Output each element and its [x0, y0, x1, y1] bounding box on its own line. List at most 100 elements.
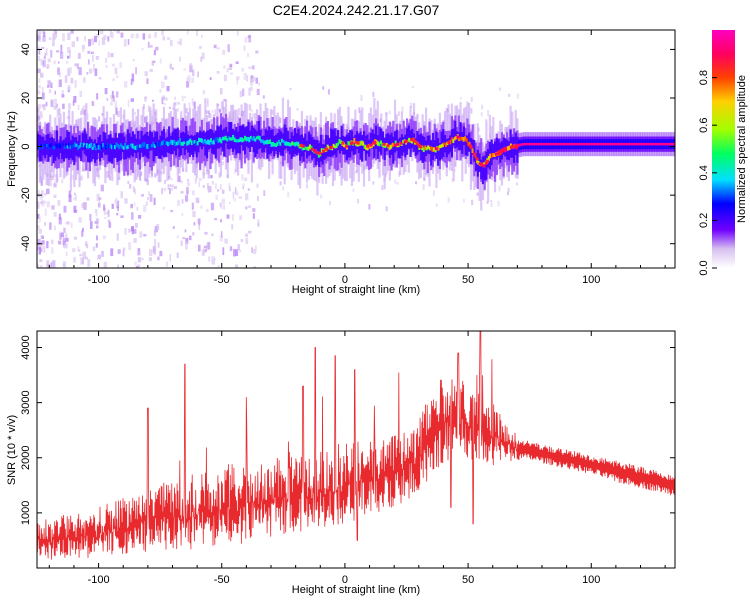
- noise-mark: [132, 229, 137, 234]
- ridge-band: [492, 143, 495, 160]
- ridge-band: [140, 130, 143, 153]
- ridge-band: [73, 137, 76, 166]
- ridge-core: [402, 140, 405, 144]
- noise-mark: [154, 238, 157, 247]
- ridge-core: [376, 141, 379, 146]
- noise-mark: [104, 88, 108, 95]
- noise-mark: [257, 222, 260, 227]
- noise-mark: [298, 198, 301, 202]
- noise-mark: [244, 37, 248, 43]
- ridge-core: [635, 142, 638, 146]
- ridge-core: [464, 136, 467, 141]
- noise-mark: [210, 175, 213, 179]
- noise-mark: [508, 93, 511, 97]
- ridge-band: [204, 132, 207, 156]
- ridge-core: [206, 139, 209, 145]
- ridge-core: [455, 135, 458, 140]
- ridge-core: [227, 136, 230, 141]
- noise-mark: [135, 67, 137, 75]
- ridge-core: [294, 142, 297, 147]
- noise-mark: [66, 221, 70, 225]
- noise-mark: [252, 113, 255, 119]
- noise-mark: [470, 96, 473, 102]
- noise-mark: [213, 44, 217, 49]
- noise-mark: [249, 78, 253, 86]
- noise-mark: [108, 221, 112, 228]
- ridge-core: [180, 142, 183, 146]
- ridge-core: [563, 142, 566, 146]
- ridge-core: [659, 142, 662, 146]
- noise-mark: [220, 203, 223, 209]
- ridge-core: [301, 145, 304, 151]
- noise-mark: [38, 216, 41, 223]
- ridge-core: [521, 143, 524, 146]
- ridge-core: [604, 142, 607, 146]
- colorbar-ticks: 0.0 0.2 0.4 0.6 0.8: [698, 70, 717, 276]
- noise-mark: [57, 67, 60, 75]
- ridge-band: [223, 128, 226, 157]
- noise-mark: [55, 103, 59, 108]
- ridge-peak: [301, 144, 305, 148]
- noise-mark: [87, 50, 91, 54]
- noise-mark: [247, 205, 252, 208]
- ridge-band: [181, 131, 185, 149]
- ridge-core: [561, 142, 564, 146]
- ridge-band: [407, 125, 410, 149]
- noise-mark: [120, 32, 124, 38]
- noise-mark: [176, 235, 179, 239]
- ridge-band: [228, 121, 231, 150]
- ridge-band: [216, 125, 219, 149]
- ridge-core: [622, 142, 625, 146]
- ridge-band: [81, 133, 85, 151]
- ridge-core: [158, 142, 161, 147]
- ridge-core: [588, 142, 591, 146]
- noise-mark: [186, 30, 189, 35]
- noise-mark: [246, 75, 248, 82]
- noise-mark: [67, 68, 71, 76]
- ridge-band: [337, 129, 340, 151]
- ridge-band: [381, 131, 385, 148]
- ridge-band: [502, 137, 505, 155]
- ridge-band: [493, 141, 497, 159]
- ridge-band: [430, 140, 433, 166]
- ridge-core: [119, 143, 122, 147]
- noise-mark: [174, 96, 177, 100]
- ridge-core: [229, 137, 232, 141]
- ridge-core: [172, 139, 175, 144]
- ridge-band: [245, 126, 248, 147]
- ridge-core: [475, 158, 478, 164]
- ridge-core: [137, 146, 140, 150]
- noise-mark: [177, 102, 180, 105]
- ridge-core: [526, 142, 529, 146]
- ridge-core: [155, 142, 158, 146]
- noise-mark: [169, 40, 173, 47]
- noise-mark: [128, 184, 132, 189]
- ridge-core: [628, 142, 631, 146]
- noise-mark: [206, 242, 209, 251]
- noise-mark: [45, 47, 48, 56]
- ridge-core: [637, 142, 640, 146]
- y-tick-label: 0: [20, 144, 32, 150]
- ridge-band: [473, 140, 476, 162]
- ridge-core: [663, 142, 666, 146]
- ridge-core: [425, 146, 428, 151]
- noise-mark: [197, 244, 201, 252]
- noise-mark: [255, 77, 258, 84]
- spectrogram-frame: [36, 29, 676, 269]
- ridge-band: [240, 125, 243, 169]
- ridge-band: [464, 135, 467, 155]
- noise-mark: [191, 77, 195, 84]
- noise-mark: [215, 194, 218, 200]
- ridge-core: [257, 135, 260, 140]
- noise-mark: [247, 188, 250, 191]
- noise-mark: [73, 256, 76, 263]
- noise-mark: [58, 72, 62, 78]
- noise-mark: [101, 113, 104, 116]
- noise-mark: [193, 222, 196, 226]
- noise-mark: [41, 86, 44, 94]
- noise-mark: [71, 41, 75, 48]
- noise-mark: [506, 191, 509, 196]
- noise-mark: [185, 241, 188, 250]
- ridge-band: [150, 134, 154, 171]
- noise-mark: [132, 79, 135, 84]
